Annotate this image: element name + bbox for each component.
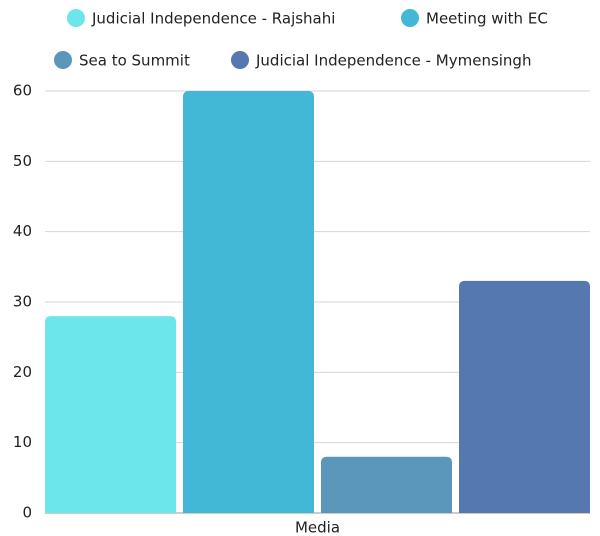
bar	[459, 280, 590, 513]
y-tick-label: 30	[13, 293, 32, 311]
bar	[45, 316, 176, 513]
legend-swatch	[401, 9, 419, 27]
y-tick-label: 40	[13, 222, 32, 240]
legend-swatch	[54, 51, 72, 69]
legend-swatch	[67, 9, 85, 27]
y-tick-label: 50	[13, 152, 32, 170]
legend-label: Judicial Independence - Rajshahi	[91, 10, 335, 28]
legend-label: Meeting with EC	[426, 10, 548, 28]
bar	[321, 456, 452, 513]
legend-label: Sea to Summit	[79, 52, 190, 70]
x-tick-label: Media	[295, 519, 340, 536]
legend-label: Judicial Independence - Mymensingh	[255, 52, 531, 70]
legend-swatch	[231, 51, 249, 69]
y-tick-label: 0	[22, 504, 32, 522]
y-tick-label: 10	[13, 433, 32, 451]
bar	[183, 91, 314, 513]
y-tick-label: 60	[13, 82, 32, 100]
y-tick-label: 20	[13, 363, 32, 381]
